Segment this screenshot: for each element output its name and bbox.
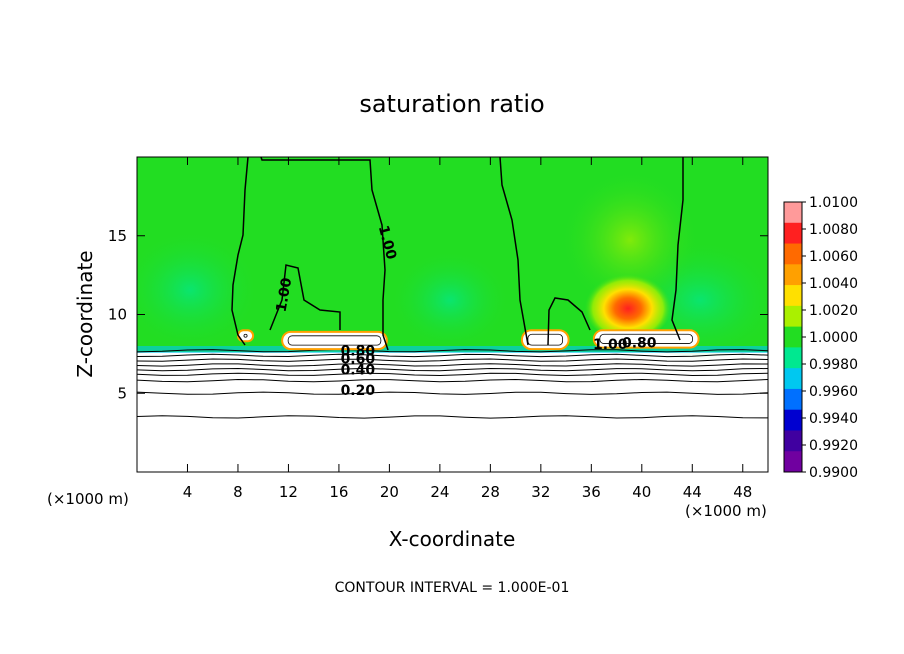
x-tick-label: 16	[329, 483, 348, 501]
warm-region	[560, 170, 700, 310]
colorbar-segment	[784, 388, 802, 411]
colorbar-segment	[784, 202, 802, 224]
contour-line	[137, 363, 768, 367]
contour-line-1-00	[671, 157, 684, 341]
colorbar-segment	[784, 222, 802, 245]
colorbar-label: 1.0020	[809, 303, 858, 319]
colorbar-label: 0.9900	[809, 465, 858, 481]
colorbar-segment	[784, 368, 802, 390]
colorbar-label: 1.0080	[809, 222, 858, 238]
colorbar-label: 1.0060	[809, 249, 858, 265]
x-tick-label: 48	[733, 483, 752, 501]
contour-line	[137, 391, 768, 395]
colorbar-label: 1.0100	[809, 195, 858, 211]
x-tick-label: 44	[683, 483, 702, 501]
colorbar-label: 0.9940	[809, 411, 858, 427]
contour-line-1-00	[269, 264, 341, 331]
colorbar-segment	[784, 451, 802, 473]
colorbar-segment	[784, 347, 802, 369]
contour-label: 0.80	[341, 343, 376, 359]
x-tick-label: 12	[279, 483, 298, 501]
colorbar-segment	[784, 285, 802, 307]
horizontal-contours	[137, 348, 768, 419]
x-tick-label: 4	[183, 483, 193, 501]
contour-interval-note: CONTOUR INTERVAL = 1.000E-01	[335, 580, 570, 596]
contour-label: 0.20	[341, 383, 376, 399]
colorbar-label: 1.0000	[809, 330, 858, 346]
cloud-region	[520, 329, 570, 351]
x-axis: 4 8 12 16 20 24 28 32 36 40 44 48	[183, 157, 752, 501]
x-unit-label-right: (×1000 m)	[685, 502, 767, 520]
contour-line-1-00	[499, 157, 529, 346]
contour-line	[137, 358, 768, 362]
x-tick-label: 40	[632, 483, 651, 501]
colorbar-segment	[784, 243, 802, 265]
chart-title: saturation ratio	[359, 90, 544, 118]
contour-line	[137, 378, 768, 383]
x-axis-title: X-coordinate	[389, 527, 516, 551]
y-tick-label: 15	[108, 227, 127, 245]
x-tick-label: 32	[531, 483, 550, 501]
cloud-contour	[243, 333, 248, 338]
moist-maximum	[584, 270, 672, 340]
contour-label: 1.00	[274, 276, 296, 313]
plot-area: 1.001.000.800.600.400.201.000.80	[137, 157, 768, 472]
cloud-region	[236, 329, 255, 343]
y-axis-title: Z-coordinate	[73, 250, 97, 377]
x-tick-label: 28	[481, 483, 500, 501]
x-tick-label: 24	[430, 483, 449, 501]
x-tick-label: 8	[233, 483, 243, 501]
colorbar-label: 1.0040	[809, 276, 858, 292]
cloud-contour	[599, 333, 693, 344]
contour-line	[137, 353, 768, 358]
colorbar-segment	[784, 305, 802, 328]
colorbar-segment	[784, 409, 802, 431]
contour-line	[137, 367, 768, 372]
cool-region	[137, 230, 260, 350]
cool-region	[390, 250, 510, 350]
colorbar-label: 0.9920	[809, 438, 858, 454]
y-tick-label: 10	[108, 306, 127, 324]
colorbar: 1.0100 1.0080 1.0060 1.0040 1.0020 1.0000 0.99…	[783, 195, 858, 481]
y-axis: 5 10 15	[108, 227, 768, 402]
colorbar-segment	[784, 430, 802, 452]
cloud-regions	[236, 329, 700, 351]
contour-label: 1.00	[593, 337, 628, 353]
dry-lower-region	[137, 352, 768, 472]
colorbar-segment	[784, 326, 802, 348]
colorbar-segment	[784, 264, 802, 286]
cloud-contour	[287, 335, 382, 346]
dry-layer-band	[137, 346, 768, 353]
x-tick-label: 20	[380, 483, 399, 501]
contour-line-1-00	[260, 157, 389, 351]
contour-line	[137, 415, 768, 419]
contour-line	[137, 372, 768, 377]
colorbar-label: 0.9960	[809, 384, 858, 400]
contour-label: 0.80	[622, 336, 657, 352]
contour-line	[137, 348, 768, 353]
x-tick-label: 36	[582, 483, 601, 501]
x-unit-label-left: (×1000 m)	[47, 490, 129, 508]
contour-line-1-00	[547, 297, 591, 346]
contour-label: 0.40	[341, 362, 376, 378]
y-tick-label: 5	[117, 384, 127, 402]
contour-line-1-00	[231, 157, 249, 346]
colorbar-label: 0.9980	[809, 357, 858, 373]
contour-label: 0.60	[341, 351, 376, 367]
cloud-contour	[527, 333, 564, 346]
